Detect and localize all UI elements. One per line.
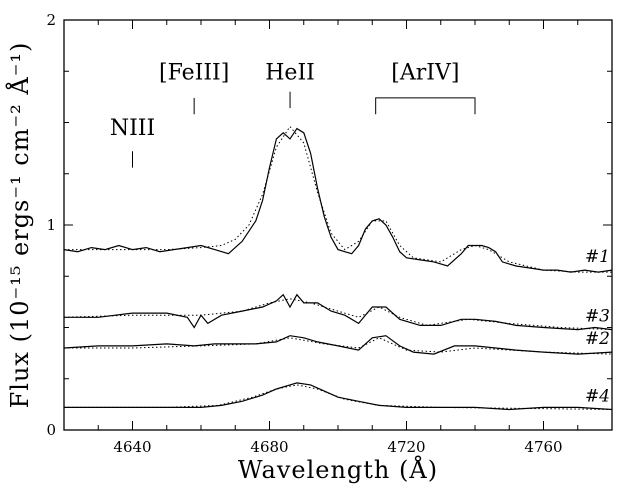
axis-ticks (63, 19, 613, 431)
series-layer: #1 #3#2 #4 (63, 125, 613, 411)
observed-spectrum-line (64, 382, 613, 411)
y-axis-label: Flux (10⁻¹⁵ ergs⁻¹ cm⁻² Å⁻¹) (5, 42, 34, 409)
model-fit-line (64, 125, 612, 273)
line-id-label: [ArIV] (391, 60, 459, 85)
line-id-label: NIII (110, 116, 155, 141)
observed-spectrum-line (63, 335, 613, 355)
y-tick-label: 1 (46, 216, 56, 234)
y-tick-label: 0 (46, 421, 56, 439)
series-label: #2 (585, 329, 610, 349)
series-label: #3 (585, 307, 610, 327)
y-tick-label: 2 (46, 11, 56, 29)
line-identifications: NIII [FeIII] HeII [ArIV] (110, 60, 476, 168)
model-fit-line (63, 298, 613, 331)
model-fit-line (64, 384, 613, 410)
observed-spectrum-line (63, 127, 613, 273)
plot-frame (63, 19, 613, 431)
series-label: #1 (585, 247, 610, 267)
line-id-label: HeII (265, 60, 315, 85)
x-tick-label: 4760 (524, 438, 562, 456)
model-fit-line (64, 337, 613, 355)
x-tick-label: 4720 (387, 438, 425, 456)
x-tick-label: 4640 (113, 438, 151, 456)
series-label: #4 (585, 387, 610, 407)
tick-labels: 4640 4680 4720 4760 0 1 2 (46, 11, 562, 456)
line-id-label: [FeIII] (159, 60, 229, 85)
observed-spectrum-line (64, 293, 613, 331)
x-tick-label: 4680 (250, 438, 288, 456)
x-axis-label: Wavelength (Å) (238, 455, 438, 484)
line-id-bracket (375, 97, 476, 115)
